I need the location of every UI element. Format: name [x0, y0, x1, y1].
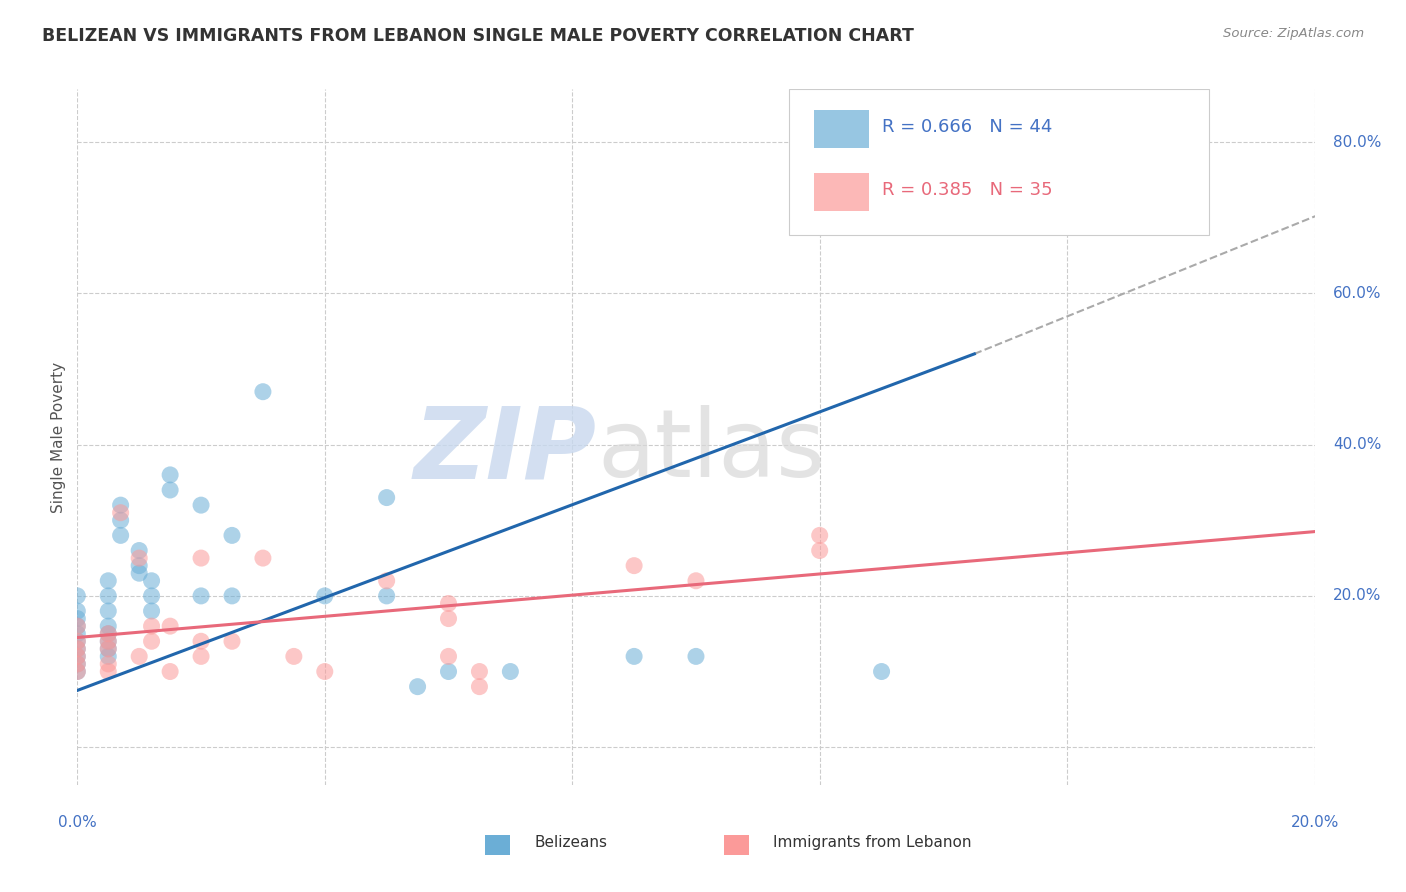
Point	[97, 641, 120, 656]
Point	[190, 634, 212, 648]
Point	[128, 649, 150, 664]
Point	[159, 665, 181, 679]
Point	[499, 665, 522, 679]
Point	[314, 665, 336, 679]
Text: ZIP: ZIP	[413, 402, 598, 500]
Point	[468, 680, 491, 694]
Point	[66, 665, 89, 679]
Point	[221, 634, 243, 648]
Point	[685, 649, 707, 664]
Point	[314, 589, 336, 603]
Point	[66, 657, 89, 671]
FancyBboxPatch shape	[814, 110, 869, 148]
Point	[375, 589, 398, 603]
Point	[97, 665, 120, 679]
Point	[159, 619, 181, 633]
Point	[110, 498, 132, 512]
Point	[190, 498, 212, 512]
FancyBboxPatch shape	[814, 173, 869, 211]
Point	[97, 619, 120, 633]
Point	[128, 558, 150, 573]
Point	[128, 566, 150, 581]
Point	[97, 657, 120, 671]
Text: 20.0%: 20.0%	[1333, 589, 1382, 603]
Point	[97, 634, 120, 648]
Text: Immigrants from Lebanon: Immigrants from Lebanon	[773, 836, 972, 850]
FancyBboxPatch shape	[789, 89, 1209, 235]
Point	[66, 634, 89, 648]
Point	[141, 634, 163, 648]
Text: 40.0%: 40.0%	[1333, 437, 1382, 452]
Point	[252, 551, 274, 566]
Point	[66, 604, 89, 618]
Point	[66, 619, 89, 633]
Point	[406, 680, 429, 694]
Point	[128, 543, 150, 558]
Point	[932, 165, 955, 179]
Point	[437, 611, 460, 625]
Point	[110, 513, 132, 527]
Text: Belizeans: Belizeans	[534, 836, 607, 850]
Text: R = 0.666   N = 44: R = 0.666 N = 44	[882, 119, 1052, 136]
Text: 20.0%: 20.0%	[1291, 815, 1339, 830]
Point	[66, 657, 89, 671]
Point	[190, 589, 212, 603]
Point	[283, 649, 305, 664]
Text: 60.0%: 60.0%	[1333, 286, 1382, 301]
Point	[221, 589, 243, 603]
Point	[141, 589, 163, 603]
Point	[66, 619, 89, 633]
Point	[685, 574, 707, 588]
Point	[97, 589, 120, 603]
Y-axis label: Single Male Poverty: Single Male Poverty	[51, 361, 66, 513]
Point	[221, 528, 243, 542]
Point	[97, 626, 120, 640]
Point	[128, 551, 150, 566]
Point	[190, 551, 212, 566]
Point	[97, 649, 120, 664]
Point	[97, 634, 120, 648]
Point	[159, 483, 181, 497]
Text: 80.0%: 80.0%	[1333, 135, 1382, 150]
Point	[141, 604, 163, 618]
Text: atlas: atlas	[598, 405, 825, 497]
Point	[808, 543, 831, 558]
Point	[375, 574, 398, 588]
Point	[437, 665, 460, 679]
Point	[870, 665, 893, 679]
Point	[66, 611, 89, 625]
Point	[97, 626, 120, 640]
Text: 0.0%: 0.0%	[58, 815, 97, 830]
Point	[110, 506, 132, 520]
Point	[66, 626, 89, 640]
Text: Source: ZipAtlas.com: Source: ZipAtlas.com	[1223, 27, 1364, 40]
Point	[66, 641, 89, 656]
Point	[97, 574, 120, 588]
Point	[66, 649, 89, 664]
Point	[141, 619, 163, 633]
Point	[623, 649, 645, 664]
Point	[66, 641, 89, 656]
Point	[190, 649, 212, 664]
Point	[141, 574, 163, 588]
Point	[468, 665, 491, 679]
Point	[97, 641, 120, 656]
Point	[375, 491, 398, 505]
Text: R = 0.385   N = 35: R = 0.385 N = 35	[882, 181, 1052, 199]
Point	[66, 665, 89, 679]
Point	[97, 604, 120, 618]
Point	[623, 558, 645, 573]
Point	[110, 528, 132, 542]
Point	[437, 649, 460, 664]
Point	[252, 384, 274, 399]
Point	[808, 528, 831, 542]
Point	[437, 597, 460, 611]
Point	[159, 467, 181, 482]
Text: BELIZEAN VS IMMIGRANTS FROM LEBANON SINGLE MALE POVERTY CORRELATION CHART: BELIZEAN VS IMMIGRANTS FROM LEBANON SING…	[42, 27, 914, 45]
Point	[66, 649, 89, 664]
Point	[66, 589, 89, 603]
Point	[66, 634, 89, 648]
